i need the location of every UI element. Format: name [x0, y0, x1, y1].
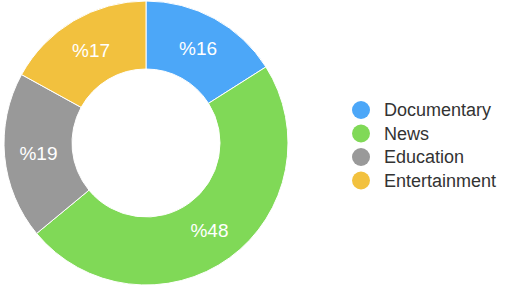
slice [22, 1, 146, 107]
data-label: %48 [190, 220, 228, 241]
chart: %16 %48 %19 %17 Documentary News Education Ente… [0, 0, 520, 286]
data-label: %17 [72, 40, 110, 61]
legend-label: Documentary [384, 100, 491, 120]
data-label: %16 [179, 38, 217, 59]
legend: Documentary News Education Entertainment [352, 100, 496, 191]
legend-label: News [384, 124, 429, 144]
legend-marker [352, 172, 370, 190]
legend-marker [352, 148, 370, 166]
legend-label: Entertainment [384, 171, 496, 191]
slices [4, 1, 288, 285]
legend-label: Education [384, 147, 464, 167]
data-label: %19 [19, 143, 57, 164]
legend-marker [352, 101, 370, 119]
legend-marker [352, 125, 370, 143]
